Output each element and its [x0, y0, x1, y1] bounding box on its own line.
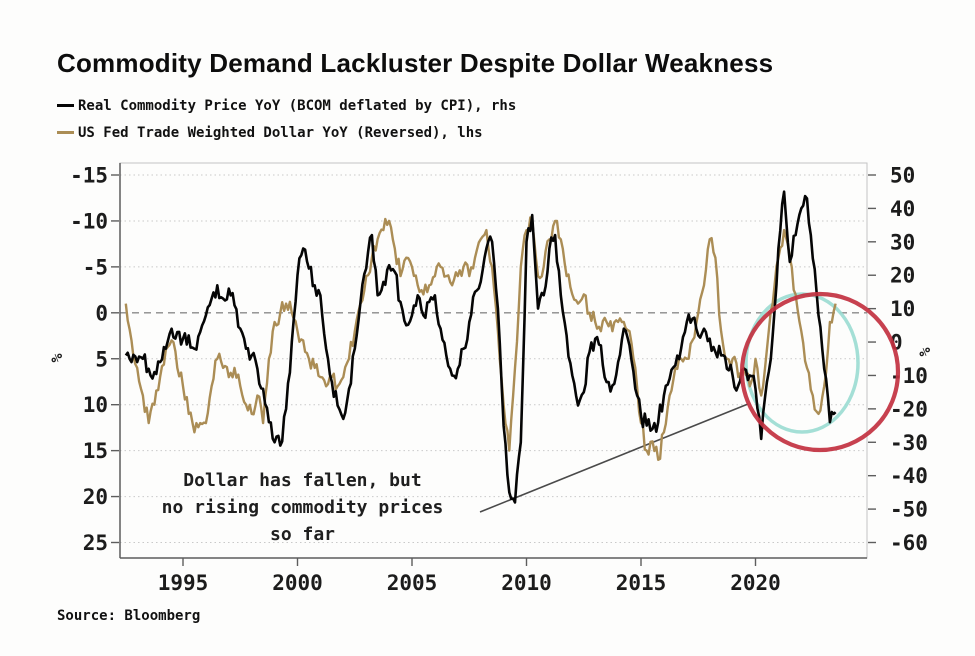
right-axis-tick-label: 10 — [890, 297, 915, 321]
right-axis-tick-label: -30 — [890, 431, 928, 455]
legend-label-dollar: US Fed Trade Weighted Dollar YoY (Revers… — [78, 124, 483, 141]
commodity-line-swatch — [57, 103, 74, 108]
left-axis: -15 -10 -5 0 5 10 15 20 25 — [70, 164, 119, 555]
left-axis-tick-label: 10 — [83, 393, 108, 417]
legend-item-commodity: Real Commodity Price YoY (BCOM deflated … — [57, 92, 516, 119]
left-axis-tick-label: 25 — [83, 531, 108, 555]
x-axis-tick-label: 2000 — [272, 571, 323, 595]
right-axis-tick-label: -20 — [890, 397, 928, 421]
legend-label-commodity: Real Commodity Price YoY (BCOM deflated … — [78, 97, 517, 114]
left-axis-label: % — [48, 353, 66, 362]
x-axis-tick-label: 2020 — [730, 571, 781, 595]
source-text: Source: Bloomberg — [57, 608, 201, 624]
chart-title: Commodity Demand Lackluster Despite Doll… — [57, 48, 774, 78]
x-axis-tick-label: 2005 — [387, 571, 438, 595]
right-axis-label: % — [916, 347, 934, 356]
annotation-text: Dollar has fallen, but no rising commodi… — [130, 467, 475, 548]
x-axis-tick-label: 2015 — [616, 571, 667, 595]
right-axis-tick-label: -60 — [890, 531, 928, 555]
right-axis-tick-label: -40 — [890, 464, 928, 488]
dollar-series-line — [124, 216, 837, 461]
right-axis-tick-label: 30 — [890, 230, 915, 254]
annotation-pointer-line — [479, 403, 749, 513]
left-axis-tick-label: 15 — [83, 439, 108, 463]
left-axis-tick-label: -15 — [70, 164, 108, 188]
left-axis-tick-label: 0 — [95, 301, 108, 325]
x-axis: 1995 2000 2005 2010 2015 2020 — [158, 558, 781, 595]
legend: Real Commodity Price YoY (BCOM deflated … — [57, 92, 516, 146]
commodity-series-line — [124, 190, 837, 504]
right-axis-tick-label: -50 — [890, 498, 928, 522]
left-axis-tick-label: -5 — [83, 255, 108, 279]
legend-item-dollar: US Fed Trade Weighted Dollar YoY (Revers… — [57, 119, 516, 146]
annotation-line-3: so far — [269, 524, 336, 545]
left-axis-tick-label: 20 — [83, 485, 108, 509]
left-axis-tick-label: -10 — [70, 209, 108, 233]
x-axis-tick-label: 1995 — [158, 571, 209, 595]
red-highlight-ellipse — [739, 291, 901, 453]
right-axis-tick-label: 20 — [890, 264, 915, 288]
left-axis-tick-label: 5 — [95, 347, 108, 371]
annotation-line-1: Dollar has fallen, but — [183, 470, 422, 491]
annotation-line-2: no rising commodity prices — [161, 497, 444, 518]
dollar-line-swatch — [57, 130, 74, 135]
right-axis-tick-label: 50 — [890, 164, 915, 188]
right-axis-tick-label: 40 — [890, 197, 915, 221]
x-axis-tick-label: 2010 — [501, 571, 552, 595]
